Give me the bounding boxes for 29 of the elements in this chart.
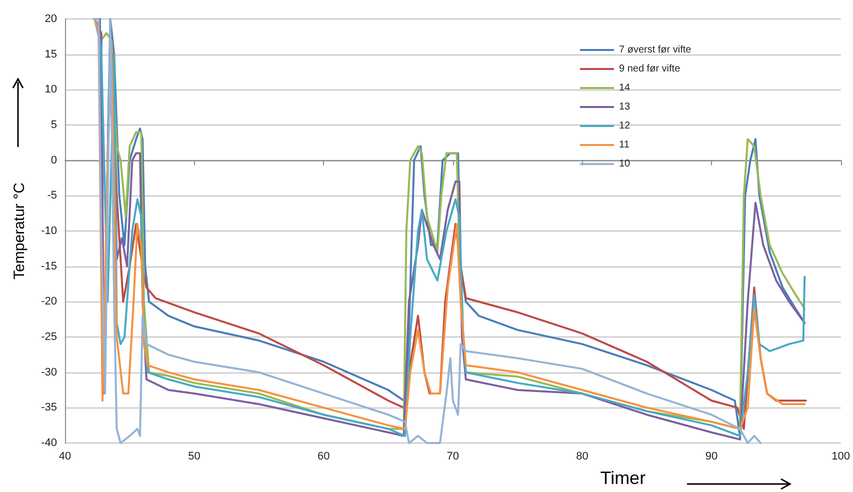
x-tick-label: 80: [576, 450, 588, 462]
x-tick-label: 90: [705, 450, 718, 462]
legend-label: 10: [619, 158, 631, 170]
x-tick-label: 70: [446, 450, 460, 462]
y-tick-label: 0: [50, 154, 57, 166]
y-tick-label: 5: [50, 119, 57, 131]
legend-label: 13: [619, 102, 631, 112]
y-tick-label: -35: [41, 402, 57, 414]
legend-label: 11: [619, 140, 630, 150]
y-tick-label: -40: [41, 437, 57, 449]
x-tick-label: 100: [832, 450, 850, 462]
legend-label: 14: [619, 82, 631, 94]
legend-label: 9 ned før vifte: [619, 64, 681, 74]
y-tick-label: -25: [41, 331, 57, 343]
x-axis-title: Timer: [600, 468, 646, 488]
y-tick-label: -10: [41, 225, 57, 237]
x-tick-label: 60: [317, 450, 330, 462]
y-tick-label: -15: [41, 260, 57, 272]
y-axis-title: Temperatur °C: [11, 182, 28, 280]
x-tick-label: 50: [188, 450, 200, 462]
legend-label: 7 øverst før vifte: [619, 44, 692, 56]
y-tick-label: 15: [44, 48, 57, 60]
y-tick-label: -20: [41, 296, 57, 308]
y-tick-label: -5: [47, 190, 57, 202]
legend-label: 12: [619, 120, 631, 132]
x-tick-label: 40: [58, 450, 72, 462]
y-tick-label: 20: [44, 13, 57, 25]
y-tick-label: -30: [41, 366, 57, 378]
y-tick-label: 10: [44, 84, 57, 96]
